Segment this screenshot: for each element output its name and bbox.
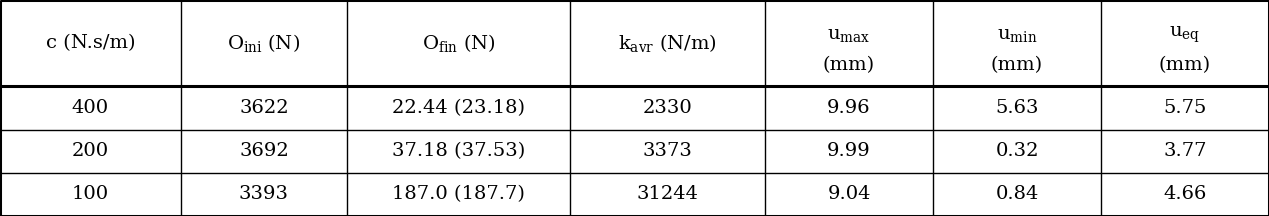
Text: 9.04: 9.04 bbox=[827, 185, 871, 203]
Text: (mm): (mm) bbox=[1159, 56, 1211, 74]
Text: u$_\mathrm{min}$: u$_\mathrm{min}$ bbox=[997, 25, 1037, 44]
Text: c (N.s/m): c (N.s/m) bbox=[46, 34, 135, 52]
Text: (mm): (mm) bbox=[991, 56, 1043, 74]
Text: 3393: 3393 bbox=[239, 185, 289, 203]
Text: 4.66: 4.66 bbox=[1164, 185, 1207, 203]
Text: 187.0 (187.7): 187.0 (187.7) bbox=[392, 185, 525, 203]
Text: 0.84: 0.84 bbox=[995, 185, 1039, 203]
Text: 9.99: 9.99 bbox=[827, 142, 871, 160]
Text: 3.77: 3.77 bbox=[1164, 142, 1207, 160]
Text: 5.63: 5.63 bbox=[995, 99, 1039, 117]
Text: (mm): (mm) bbox=[824, 56, 876, 74]
Text: 400: 400 bbox=[72, 99, 109, 117]
Text: 100: 100 bbox=[72, 185, 109, 203]
Text: 200: 200 bbox=[72, 142, 109, 160]
Text: 22.44 (23.18): 22.44 (23.18) bbox=[392, 99, 525, 117]
Text: 2330: 2330 bbox=[643, 99, 693, 117]
Text: k$_\mathrm{avr}$ (N/m): k$_\mathrm{avr}$ (N/m) bbox=[618, 32, 717, 54]
Text: u$_\mathrm{max}$: u$_\mathrm{max}$ bbox=[827, 25, 871, 44]
Text: O$_\mathrm{fin}$ (N): O$_\mathrm{fin}$ (N) bbox=[421, 32, 496, 54]
Text: u$_\mathrm{eq}$: u$_\mathrm{eq}$ bbox=[1170, 24, 1200, 45]
Text: 31244: 31244 bbox=[637, 185, 699, 203]
Text: 37.18 (37.53): 37.18 (37.53) bbox=[392, 142, 525, 160]
Text: 3622: 3622 bbox=[239, 99, 289, 117]
Text: 9.96: 9.96 bbox=[827, 99, 871, 117]
Text: O$_\mathrm{ini}$ (N): O$_\mathrm{ini}$ (N) bbox=[227, 32, 301, 54]
Text: 0.32: 0.32 bbox=[995, 142, 1039, 160]
Text: 3373: 3373 bbox=[642, 142, 693, 160]
Text: 5.75: 5.75 bbox=[1164, 99, 1207, 117]
Text: 3692: 3692 bbox=[239, 142, 289, 160]
